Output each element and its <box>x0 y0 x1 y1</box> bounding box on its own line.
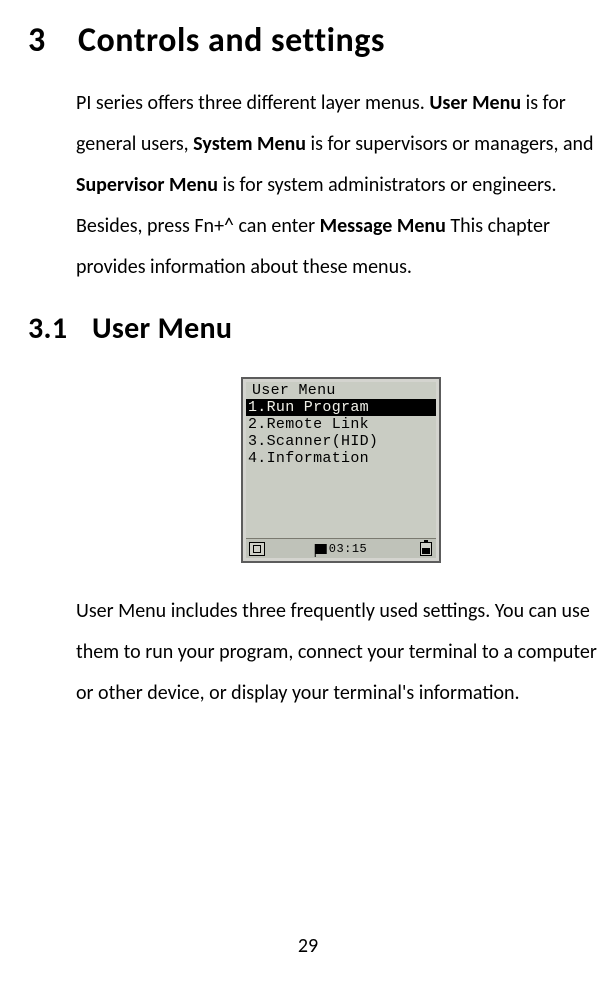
statusbar-center: 03:15 <box>315 542 368 556</box>
device-screenshot: User Menu 1.Run Program 2.Remote Link 3.… <box>76 377 606 563</box>
device-spacer <box>246 467 436 538</box>
intro-bold-4: Message Menu <box>320 214 446 238</box>
device-menu-item: 1.Run Program <box>246 399 436 416</box>
device-menu-title: User Menu <box>246 382 436 399</box>
device-frame: User Menu 1.Run Program 2.Remote Link 3.… <box>241 377 441 563</box>
intro-text-1: PI series offers three different layer m… <box>76 91 429 115</box>
intro-paragraph: PI series offers three different layer m… <box>76 83 606 288</box>
device-statusbar: 03:15 <box>246 538 436 558</box>
device-screen: User Menu 1.Run Program 2.Remote Link 3.… <box>246 382 436 558</box>
chapter-heading: 3Controls and settings <box>28 20 606 61</box>
device-menu-item: 3.Scanner(HID) <box>246 433 436 450</box>
chapter-number: 3 <box>28 20 78 61</box>
device-menu-item: 2.Remote Link <box>246 416 436 433</box>
section-paragraph: User Menu includes three frequently used… <box>76 591 606 714</box>
intro-text-3: is for supervisors or managers, and <box>306 132 594 156</box>
intro-bold-3: Supervisor Menu <box>76 173 218 197</box>
chapter-title: Controls and settings <box>78 20 385 61</box>
battery-icon <box>420 542 432 556</box>
device-menu-item: 4.Information <box>246 450 436 467</box>
intro-bold-2: System Menu <box>193 132 306 156</box>
section-number: 3.1 <box>28 310 92 347</box>
flag-icon <box>315 544 327 554</box>
device-time: 03:15 <box>329 542 368 556</box>
section-title: User Menu <box>92 310 232 347</box>
section-heading: 3.1User Menu <box>28 310 606 347</box>
intro-bold-1: User Menu <box>429 91 521 115</box>
keyboard-icon <box>249 542 265 556</box>
page-number: 29 <box>0 934 616 958</box>
